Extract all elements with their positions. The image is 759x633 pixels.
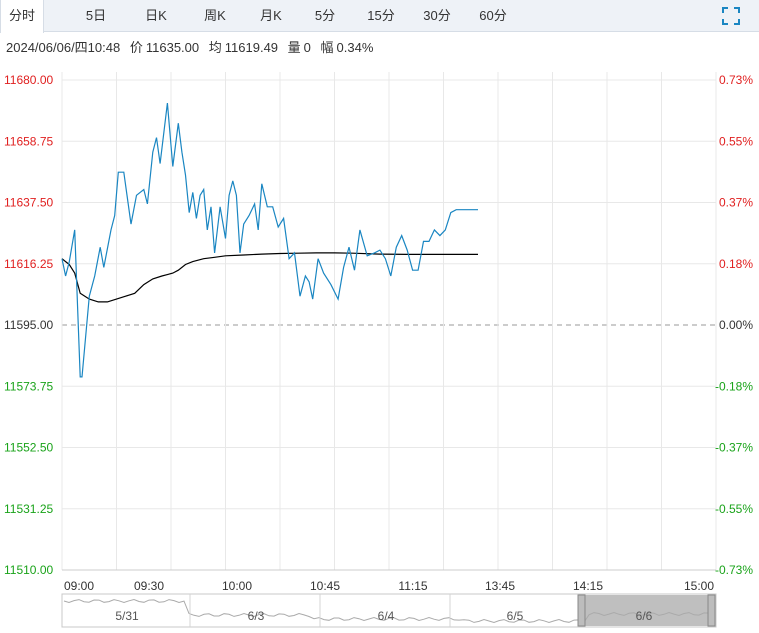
price-tick-label: 11531.25 [4, 502, 53, 516]
change-value: 0.34% [336, 40, 374, 55]
navigator-date-label: 5/31 [115, 609, 139, 623]
time-tick-label: 11:15 [398, 579, 427, 593]
price-tick-label: 11680.00 [4, 73, 53, 87]
navigator-left-handle[interactable] [577, 594, 586, 627]
tab-monthly-k[interactable]: 月K [260, 8, 282, 23]
percent-tick-label: -0.73% [715, 563, 753, 577]
price-line [61, 103, 478, 378]
navigator-date-label: 6/4 [378, 609, 395, 623]
navigator-selection-window[interactable] [580, 595, 710, 626]
tab-5min[interactable]: 5分 [314, 8, 336, 23]
tab-60min[interactable]: 60分 [479, 8, 507, 23]
navigator-date-label: 6/5 [507, 609, 524, 623]
tab-daily-k[interactable]: 日K [145, 8, 167, 23]
price-tick-label: 11616.25 [4, 257, 53, 271]
time-tick-label: 15:00 [684, 579, 714, 593]
tab-intraday[interactable]: 分时 [0, 0, 44, 33]
date-navigator[interactable]: 5/31 6/3 6/4 6/5 6/6 [61, 593, 717, 628]
price-axis: 11680.00 11658.75 11637.50 11616.25 11595.00… [4, 73, 53, 577]
percent-tick-label: 0.73% [719, 73, 753, 87]
percent-tick-label: -0.55% [715, 502, 753, 516]
timeframe-tab-bar: 分时 5日 日K 周K 月K 5分 15分 30分 60分 [0, 0, 759, 33]
percent-tick-label: 0.37% [719, 196, 753, 210]
change-label: 幅 [320, 40, 334, 55]
quote-datetime: 2024/06/06/四10:48 [6, 40, 121, 55]
price-tick-label: 11658.75 [4, 134, 53, 148]
tab-15min[interactable]: 15分 [367, 8, 395, 23]
percent-tick-label: 0.18% [719, 257, 753, 271]
price-tick-label: 11552.50 [4, 441, 53, 455]
percent-axis: 0.73% 0.55% 0.37% 0.18% 0.00% -0.18% -0.37% -0.… [715, 73, 753, 577]
time-tick-label: 13:45 [485, 579, 515, 593]
navigator-date-label: 6/3 [248, 609, 265, 623]
price-tick-label: 11510.00 [4, 563, 53, 577]
avg-value: 11619.49 [224, 40, 279, 55]
price-tick-label: 11595.00 [4, 318, 53, 332]
time-axis: 09:00 09:30 10:00 10:45 11:15 13:45 14:15 15:00 [64, 579, 714, 593]
time-tick-label: 10:00 [222, 579, 252, 593]
tab-5day[interactable]: 5日 [85, 8, 107, 23]
price-tick-label: 11637.50 [4, 196, 53, 210]
chart-grid [61, 72, 717, 571]
volume-label: 量 [287, 40, 301, 55]
expand-icon[interactable] [721, 6, 741, 26]
chart-series [61, 103, 478, 378]
time-tick-label: 09:30 [134, 579, 164, 593]
volume-value: 0 [303, 40, 311, 55]
time-tick-label: 10:45 [310, 579, 340, 593]
percent-tick-label: 0.00% [719, 318, 753, 332]
avg-label: 均 [208, 40, 222, 55]
time-tick-label: 14:15 [573, 579, 603, 593]
percent-tick-label: 0.55% [719, 134, 753, 148]
navigator-right-handle[interactable] [707, 594, 716, 627]
tab-weekly-k[interactable]: 周K [204, 8, 226, 23]
tab-30min[interactable]: 30分 [423, 8, 451, 23]
percent-tick-label: -0.18% [715, 379, 753, 393]
percent-tick-label: -0.37% [715, 441, 753, 455]
price-value: 11635.00 [145, 40, 200, 55]
navigator-date-label: 6/6 [636, 609, 653, 623]
price-label: 价 [129, 40, 143, 55]
time-tick-label: 09:00 [64, 579, 94, 593]
price-tick-label: 11573.75 [4, 379, 53, 393]
avg-price-line [61, 252, 478, 303]
